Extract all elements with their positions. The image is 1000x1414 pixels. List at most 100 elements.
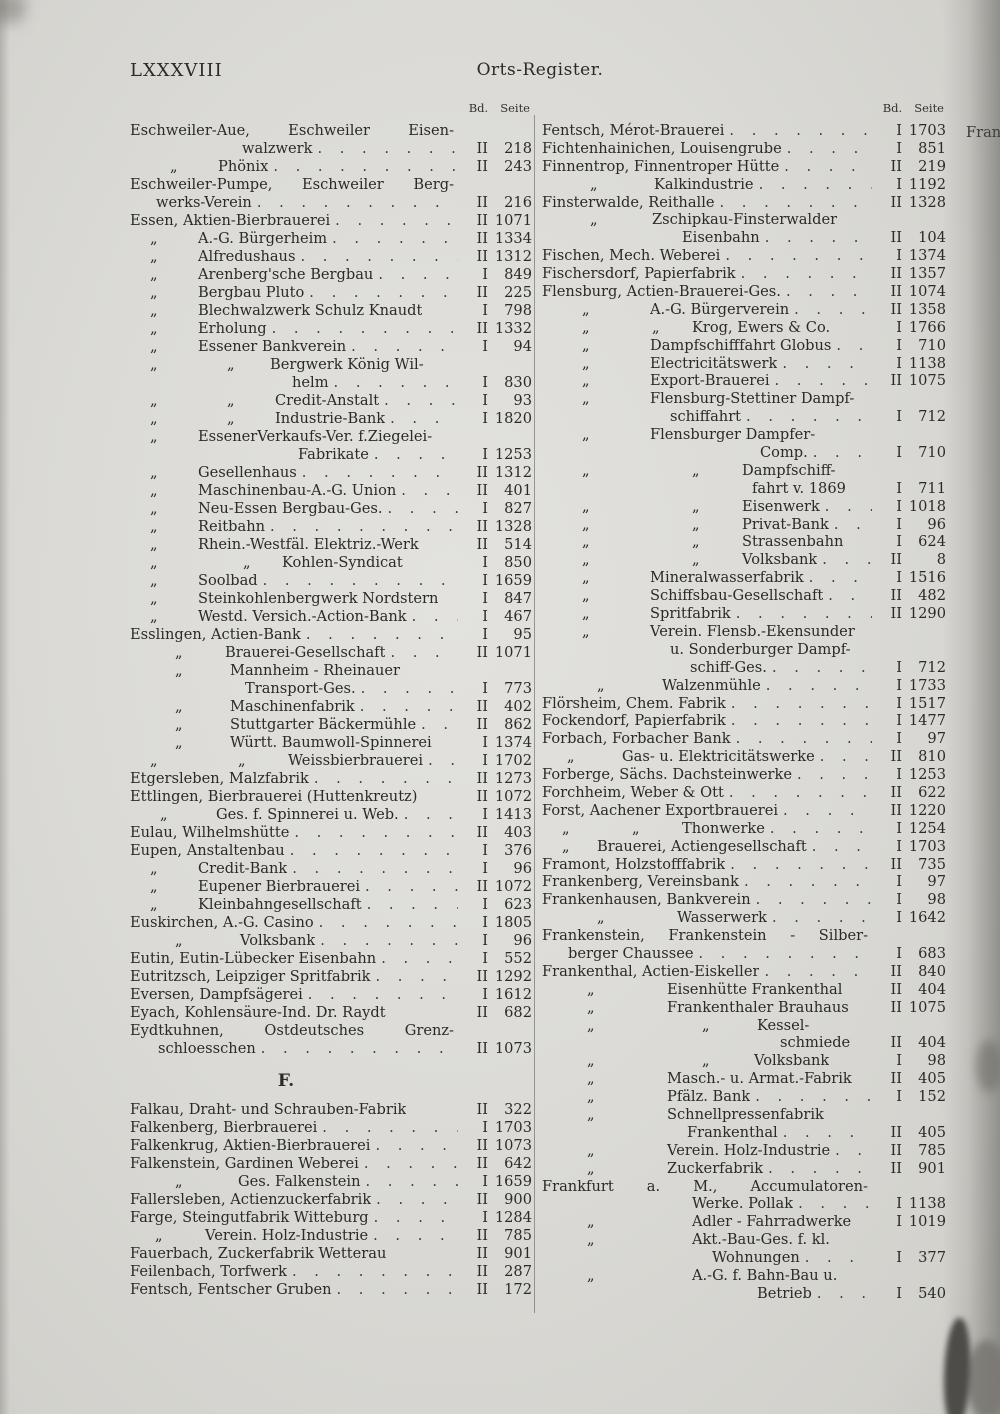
page-reference: 1253 — [494, 446, 532, 463]
page-reference: 376 — [504, 842, 532, 859]
register-entry-line: Frankenstein, Frankenstein - Silber- — [542, 927, 946, 945]
volume-number: II — [890, 265, 902, 283]
register-entry-line: schloesschen. . . . . . . . . . . . . . … — [130, 1040, 532, 1058]
page-reference: 710 — [918, 444, 946, 462]
page-edge-shadow-right — [942, 0, 1000, 1414]
ditto-mark: „ — [587, 1105, 595, 1123]
register-entry-line: Fischersdorf, Papierfabrik. . . . . . . … — [542, 265, 946, 283]
ditto-mark: „ — [150, 554, 158, 571]
dot-leader: . . . . . . . . . . . . . . . . . . . . … — [317, 140, 459, 157]
entry-text: Volksbank — [742, 551, 818, 569]
volume-number: II — [476, 482, 488, 499]
page-reference: 482 — [918, 587, 946, 605]
dot-leader: . . . . . . . . . . . . . . . . . . . . … — [333, 374, 458, 391]
register-entry-line: Forberge, Sächs. Dachsteinwerke. . . . .… — [542, 766, 946, 784]
volume-number: II — [476, 284, 488, 301]
page-reference: 1073 — [494, 1040, 532, 1057]
entry-text: Eutin, Eutin-Lübecker Eisenbahn — [130, 950, 377, 967]
dot-leader: . . . . . . . . . . . . . . . . . . . . … — [318, 914, 458, 931]
ditto-mark: „ — [587, 980, 595, 998]
register-entry-line: „ Brauerei-Gesellschaft. . . . . . . . . … — [130, 644, 532, 662]
seite-label: Seite — [914, 101, 944, 115]
ditto-mark: „ — [150, 518, 158, 535]
entry-text: Frankenthal — [687, 1123, 778, 1141]
volume-number: I — [896, 1213, 902, 1231]
dot-leader: . . . . . . . . . . . . . . . . . . . . … — [768, 1159, 872, 1177]
register-entry-line: „ „ Dampfschiff- — [542, 462, 946, 480]
entry-text: Zuckerfabrik — [667, 1159, 764, 1177]
ditto-mark: „ — [632, 819, 640, 837]
page-reference: 847 — [504, 590, 532, 607]
register-entry-line: „ Volksbank. . . . . . . . . . . . . . . … — [130, 932, 532, 950]
entry-text: Kessel- — [757, 1016, 810, 1034]
register-entry-line: „ Alfredushaus. . . . . . . . . . . . . .… — [130, 248, 532, 266]
register-entry-line: „ Spritfabrik. . . . . . . . . . . . . . … — [542, 605, 946, 623]
entry-text: Pfälz. Bank — [667, 1088, 751, 1106]
volume-number: I — [896, 175, 902, 193]
ditto-mark: „ — [150, 752, 158, 769]
register-entry-line: „ „ Volksbank I 98 — [542, 1052, 946, 1070]
register-entry-line: Fentsch, Mérot-Brauerei. . . . . . . . .… — [542, 122, 946, 140]
entry-text: Brauerei-Gesellschaft — [225, 644, 386, 661]
volume-number: I — [896, 891, 902, 909]
register-entry-line: „ Adler - Fahrradwerke I 1019 — [542, 1213, 946, 1231]
register-entry-line: u. Sonderburger Dampf- — [542, 641, 946, 659]
register-entry-line: „ Pfälz. Bank. . . . . . . . . . . . . . … — [542, 1088, 946, 1106]
dot-leader: . . . . . . . . . . . . . . . . . . . . … — [411, 608, 458, 625]
entry-text: Frankenberg, Vereinsbank — [542, 873, 739, 891]
register-entry-line: „ Brauerei, Actiengesellschaft. . . . . .… — [542, 838, 946, 856]
register-entry-line: „ Electricitätswerk. . . . . . . . . . . … — [542, 355, 946, 373]
volume-number: I — [896, 408, 902, 426]
page-reference: 1073 — [494, 1137, 532, 1154]
register-entry-line: Eutritzsch, Leipziger Spritfabrik. . . .… — [130, 968, 532, 986]
register-entry-line: „ Verein. Holz-Industrie. . . . . . . . .… — [542, 1142, 946, 1160]
dot-leader: . . . . . . . . . . . . . . . . . . . . … — [730, 712, 872, 730]
entry-text: walzwerk — [242, 140, 313, 157]
page-reference: 682 — [504, 1004, 532, 1021]
page-reference: 622 — [918, 783, 946, 801]
ditto-mark: „ — [597, 676, 605, 694]
page-reference: 152 — [918, 1088, 946, 1106]
register-entry-line: „ Ges. f. Spinnerei u. Web.. . . . . . . … — [130, 806, 532, 824]
entry-text: Etgersleben, Malzfabrik — [130, 770, 309, 787]
volume-number: II — [476, 1155, 488, 1172]
register-entry-line: „ Ges. Falkenstein. . . . . . . . . . . .… — [130, 1173, 532, 1191]
entry-text: Schnellpressenfabrik — [667, 1105, 824, 1123]
page-reference: 624 — [918, 533, 946, 551]
register-entry-line: Eupen, Anstaltenbau. . . . . . . . . . .… — [130, 842, 532, 860]
ditto-mark: „ — [150, 230, 158, 247]
dot-leader: . . . . . . . . . . . . . . . . . . . . … — [387, 500, 458, 517]
volume-number: II — [476, 230, 488, 247]
volume-number: I — [482, 1209, 488, 1226]
volume-number: II — [890, 605, 902, 623]
page-reference: 830 — [504, 374, 532, 391]
register-entry-line: Fallersleben, Actienzuckerfabrik. . . . … — [130, 1191, 532, 1209]
entry-text: schiff-Ges. — [690, 658, 767, 676]
dot-leader: . . . . . . . . . . . . . . . . . . . . … — [294, 824, 458, 841]
entry-text: Stuttgarter Bäckermühle — [230, 716, 417, 733]
register-entry-line: Etgersleben, Malzfabrik. . . . . . . . .… — [130, 770, 532, 788]
entry-text: Eschweiler-Aue, Eschweiler Eisen- — [130, 122, 454, 139]
register-entry-line: schmiede II 404 — [542, 1034, 946, 1052]
column-header-left: Bd. Seite — [130, 101, 530, 115]
register-entry-line: Flensburg, Actien-Brauerei-Ges.. . . . .… — [542, 283, 946, 301]
register-entry-line: „ „ Thonwerke. . . . . . . . . . . . . . .… — [542, 820, 946, 838]
ditto-mark: „ — [692, 551, 700, 569]
volume-number: II — [476, 194, 488, 211]
register-entry-line: „ Frankenthaler Brauhaus II 1075 — [542, 999, 946, 1017]
entry-text: Alfredushaus — [198, 248, 296, 265]
volume-number: I — [896, 658, 902, 676]
page-reference: 798 — [504, 302, 532, 319]
register-entry-line: Ettlingen, Bierbrauerei (Huttenkreutz) II… — [130, 788, 532, 806]
register-entry-line: Betrieb. . . . . . . . . . . . . . . . .… — [542, 1285, 946, 1303]
register-entry-line: helm. . . . . . . . . . . . . . . . . . … — [130, 374, 532, 392]
dot-leader: . . . . . . . . . . . . . . . . . . . . … — [755, 1088, 872, 1106]
register-column-right: Fentsch, Mérot-Brauerei. . . . . . . . .… — [542, 122, 946, 1303]
entry-text: Krog, Ewers & Co. — [692, 318, 831, 336]
page-reference: 851 — [918, 139, 946, 157]
register-entry-line: „ Credit-Bank. . . . . . . . . . . . . . … — [130, 860, 532, 878]
page-reference: 1659 — [494, 1173, 532, 1190]
register-entry-line: „ Gesellenhaus. . . . . . . . . . . . . .… — [130, 464, 532, 482]
register-column-left: Eschweiler-Aue, Eschweiler Eisen-walzwer… — [130, 122, 532, 1299]
register-entry-line: „ Flensburger Dampfer- — [542, 426, 946, 444]
